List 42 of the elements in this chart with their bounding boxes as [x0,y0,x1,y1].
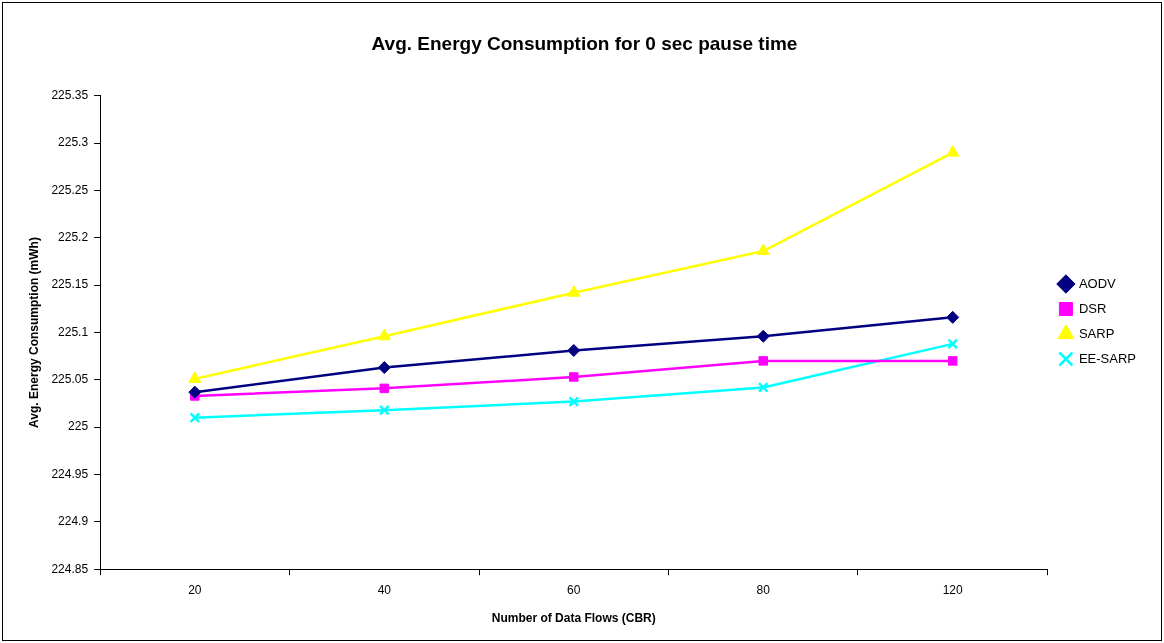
legend-label: AODV [1078,275,1117,291]
x-tick-label: 120 [942,582,964,597]
point [946,310,960,324]
point [189,412,201,424]
point [757,381,769,393]
y-tick-label: 225.35 [51,88,89,103]
y-tick-label: 225.2 [58,230,89,245]
point [758,356,768,366]
point [947,356,958,366]
legend-label: EE-SARP [1078,350,1137,366]
y-tick-label: 225.05 [51,372,89,387]
y-axis-title: Avg. Energy Consumption (mWh) [26,237,41,428]
point [756,243,770,256]
y-tick-label: 225 [68,419,89,434]
point [947,338,959,350]
point [567,343,581,357]
point [188,385,202,399]
point [377,361,391,375]
x-tick-label: 60 [567,582,581,597]
x-axis-title: Number of Data Flows (CBR) [491,611,656,626]
x-tick-label: 20 [188,582,202,597]
point [568,396,580,408]
y-tick-label: 225.1 [58,324,89,339]
y-tick-label: 225.3 [58,135,89,150]
y-tick-label: 224.95 [51,466,89,481]
point [379,383,390,394]
y-tick-label: 225.15 [51,277,89,292]
point [377,328,391,341]
y-tick-label: 224.9 [58,514,89,529]
x-tick-label: 40 [377,582,392,597]
y-tick-label: 225.25 [51,182,89,197]
point [188,371,202,383]
point [567,285,581,297]
legend-label: SARP [1078,325,1115,341]
chart-title: Avg. Energy Consumption for 0 sec pause time [371,32,798,54]
point [756,329,770,343]
point [569,372,579,382]
point [378,404,390,416]
legend-label: DSR [1078,300,1107,316]
y-tick-label: 224.85 [51,561,89,576]
x-tick-label: 80 [756,582,771,597]
point [946,145,960,157]
